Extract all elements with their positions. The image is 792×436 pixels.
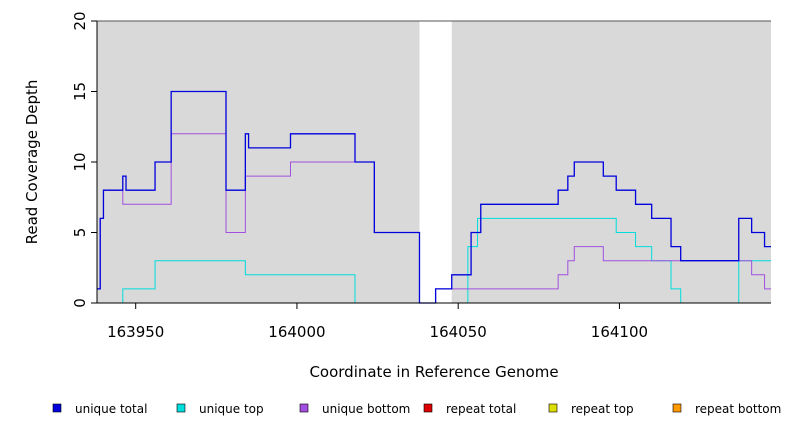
legend-swatch	[52, 403, 62, 413]
legend-label: repeat bottom	[695, 402, 781, 416]
legend-label: unique top	[199, 402, 264, 416]
x-tick-label: 163950	[107, 323, 164, 341]
x-tick-label: 164100	[591, 323, 648, 341]
legend-label: unique bottom	[322, 402, 410, 416]
legend-label: repeat top	[571, 402, 634, 416]
plot-background-right	[451, 21, 771, 303]
legend-swatch	[176, 403, 186, 413]
y-tick-label: 20	[71, 11, 89, 30]
legend-label: unique total	[75, 402, 147, 416]
x-axis-title: Coordinate in Reference Genome	[309, 363, 558, 381]
y-tick-label: 5	[71, 228, 89, 238]
legend-swatch	[672, 403, 682, 413]
legend-swatch	[299, 403, 309, 413]
x-tick-label: 164000	[268, 323, 325, 341]
legend: unique total unique top unique bottom repea…	[52, 402, 781, 416]
legend-swatch	[423, 403, 433, 413]
y-axis-title: Read Coverage Depth	[23, 80, 41, 245]
series-line-unique-total	[97, 90, 771, 304]
x-tick-label: 164050	[430, 323, 487, 341]
y-tick-label: 10	[71, 152, 89, 171]
legend-swatch	[548, 403, 558, 413]
y-tick-label: 0	[71, 298, 89, 308]
legend-label: repeat total	[446, 402, 516, 416]
y-tick-label: 15	[71, 82, 89, 101]
